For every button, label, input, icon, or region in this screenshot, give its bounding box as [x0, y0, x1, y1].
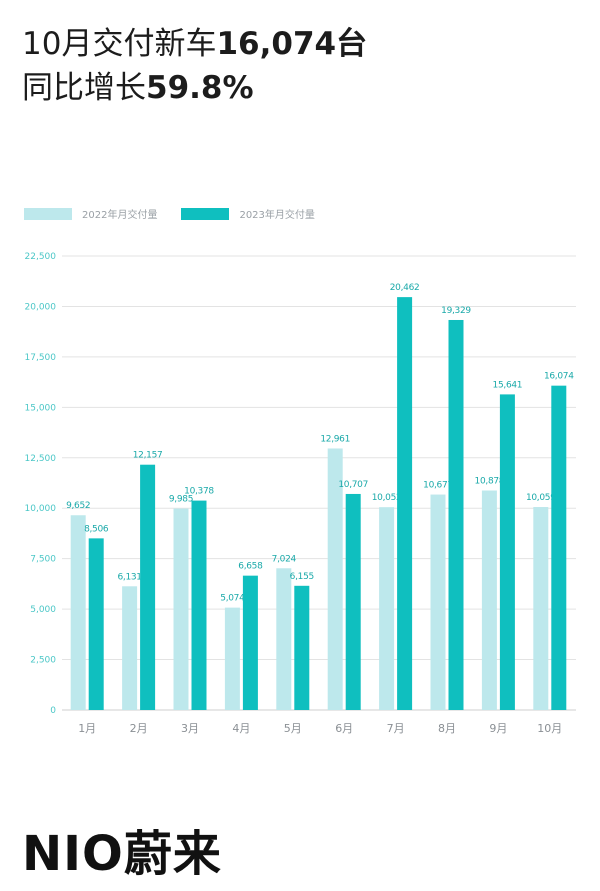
- data-label: 20,462: [390, 283, 420, 293]
- bar-2023: [499, 394, 515, 710]
- data-label: 10,878: [475, 477, 505, 487]
- bar-2022: [533, 507, 549, 710]
- bar-2023: [397, 297, 413, 710]
- data-label: 10,707: [338, 480, 368, 490]
- data-label: 5,074: [220, 594, 245, 604]
- bar-2022: [224, 607, 240, 710]
- x-tick-label: 10月: [537, 722, 562, 735]
- y-tick-label: 2,500: [30, 656, 56, 666]
- data-label: 7,024: [272, 554, 297, 564]
- headline: 10月交付新车16,074台 同比增长59.8%: [22, 22, 367, 110]
- data-label: 15,641: [493, 380, 523, 390]
- data-label: 6,131: [117, 572, 141, 582]
- y-tick-label: 0: [50, 706, 56, 716]
- data-label: 16,074: [544, 372, 574, 382]
- bar-2023: [191, 500, 207, 710]
- bar-2023: [448, 319, 464, 710]
- legend-label-2023: 2023年月交付量: [239, 210, 315, 221]
- bar-2022: [70, 515, 86, 710]
- headline-line2-value: 59.8%: [146, 70, 254, 106]
- y-tick-label: 10,000: [25, 504, 57, 514]
- data-label: 9,985: [169, 495, 193, 505]
- bar-chart: 0 2,500 5,000 7,500 10,000 12,500 15,000 17,500…: [25, 252, 576, 735]
- legend-label-2022: 2022年月交付量: [82, 210, 158, 221]
- x-tick-label: 1月: [78, 722, 96, 735]
- data-label: 10,378: [184, 487, 214, 497]
- bar-2022: [276, 568, 292, 710]
- legend-item-2023: 2023年月交付量: [181, 206, 315, 221]
- y-tick-label: 17,500: [25, 353, 57, 363]
- bar-2023: [551, 385, 567, 710]
- bar-2023: [242, 575, 258, 710]
- headline-line1-value: 16,074台: [216, 26, 368, 62]
- x-tick-label: 9月: [489, 722, 507, 735]
- y-tick-label: 7,500: [30, 555, 56, 565]
- bar-2022: [379, 507, 395, 710]
- legend-swatch-2023: [181, 207, 230, 220]
- legend-swatch-2022: [24, 207, 72, 220]
- data-label: 10,677: [423, 481, 453, 491]
- headline-line-1: 10月交付新车16,074台: [22, 22, 367, 66]
- data-label: 6,658: [238, 562, 263, 572]
- data-label: 12,157: [133, 451, 163, 461]
- bar-2022: [327, 448, 343, 710]
- data-label: 10,059: [526, 493, 556, 503]
- data-label: 9,652: [66, 501, 90, 511]
- x-tick-label: 8月: [438, 722, 456, 735]
- y-tick-label: 12,500: [25, 454, 57, 464]
- data-label: 8,506: [84, 524, 109, 534]
- y-tick-label: 15,000: [25, 403, 57, 413]
- y-tick-label: 5,000: [30, 605, 56, 615]
- bar-2022: [173, 508, 189, 710]
- headline-line2-prefix: 同比增长: [22, 70, 146, 106]
- x-tick-label: 7月: [387, 722, 405, 735]
- x-tick-label: 4月: [232, 722, 250, 735]
- bar-2022: [122, 586, 138, 710]
- nio-logo: NIO蔚来: [22, 826, 222, 882]
- bar-2023: [140, 464, 156, 710]
- y-tick-label: 20,000: [25, 302, 57, 312]
- data-label: 6,155: [290, 572, 314, 582]
- y-tick-label: 22,500: [25, 252, 57, 262]
- bar-2022: [430, 494, 446, 710]
- data-label: 12,961: [320, 434, 350, 444]
- headline-line1-prefix: 10月交付新车: [22, 26, 217, 62]
- chart-legend: 2022年月交付量 2023年月交付量: [24, 206, 339, 221]
- data-label: 10,052: [372, 493, 402, 503]
- x-tick-label: 3月: [181, 722, 199, 735]
- headline-line-2: 同比增长59.8%: [22, 66, 367, 110]
- legend-item-2022: 2022年月交付量: [24, 206, 157, 221]
- x-tick-label: 2月: [130, 722, 148, 735]
- bar-2023: [345, 493, 361, 710]
- bar-2023: [88, 538, 104, 710]
- bar-2023: [294, 585, 310, 710]
- x-tick-label: 5月: [284, 722, 302, 735]
- x-tick-label: 6月: [335, 722, 353, 735]
- data-label: 19,329: [441, 306, 471, 316]
- bar-2022: [481, 490, 497, 710]
